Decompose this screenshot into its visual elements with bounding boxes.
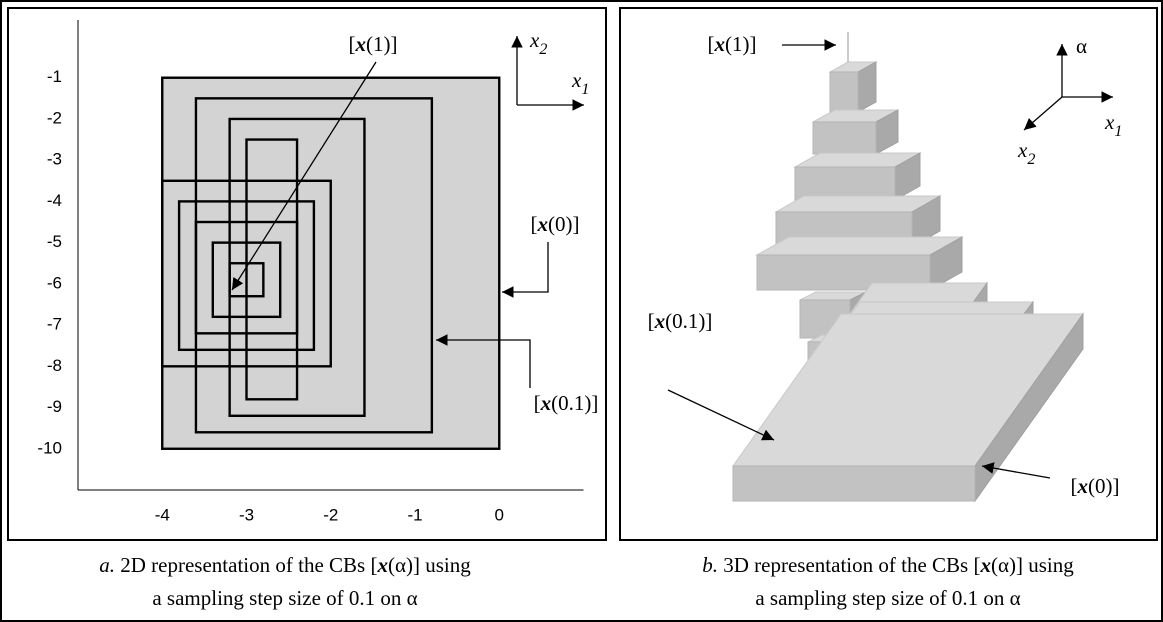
axis-arrow-d (1023, 96, 1063, 131)
block-front (732, 465, 976, 502)
box (161, 179, 332, 368)
y-tick-label: -8 (47, 356, 62, 375)
label-x01-part: x (654, 309, 666, 333)
caption-b-2: a sampling step size of 0.1 on α (755, 586, 1020, 610)
axis-label-h: x1 (1104, 110, 1122, 140)
label-x1-part: [ (349, 32, 356, 56)
box (228, 262, 265, 298)
caption-b-1-part: x (979, 553, 991, 577)
caption-b-1-part: (α)] using (991, 553, 1074, 577)
x-tick-label: -4 (155, 505, 170, 524)
block-front (829, 71, 859, 113)
axis-label-d-part: 2 (1027, 151, 1035, 168)
caption-a-1-part: 2D representation of the CBs [ (115, 553, 377, 577)
label-x01-part: (0.1)] (551, 391, 598, 415)
label-x0-part: [ (1071, 474, 1078, 498)
y-tick-label: -3 (47, 150, 62, 169)
panel-a: -4 -3 -2 -1 0-1-2-3-4-5-6-7-8-9-10[x(1)][x(0… (37, 20, 598, 610)
box (211, 241, 282, 319)
x-tick-label: 0 (495, 505, 504, 524)
label-x01-part: (0.1)] (665, 309, 712, 333)
label-x01-part: [ (534, 391, 541, 415)
box (177, 200, 316, 352)
label-x01: [x(0.1)] (534, 391, 599, 415)
axis-label-v: x2 (529, 28, 547, 58)
axis-label-h-part: x (1104, 110, 1115, 134)
y-tick-label: -2 (47, 108, 62, 127)
axis-label-d: x2 (1017, 138, 1035, 168)
axis-label-h-part: 1 (1114, 123, 1122, 140)
axis-label-h-part: 1 (581, 81, 589, 98)
y-tick-label: -6 (47, 273, 62, 292)
caption-b-1: b. 3D representation of the CBs [x(α)] u… (702, 553, 1074, 577)
label-x01: [x(0.1)] (648, 309, 713, 333)
label-x1: [x(1)] (349, 32, 398, 56)
label-x1-part: x (714, 32, 726, 56)
caption-b-1-part: b. (702, 553, 718, 577)
label-x0-part: (0)] (548, 212, 579, 236)
label-x0-part: x (537, 212, 549, 236)
box (194, 220, 299, 335)
label-x01-part: x (540, 391, 552, 415)
arrow-x0 (502, 242, 549, 298)
x-tick-label: -2 (323, 505, 338, 524)
label-x1-part: [ (708, 32, 715, 56)
label-x1-part: (1)] (366, 32, 397, 56)
axis-label-h-part: x (571, 68, 582, 92)
label-x1-part: x (355, 32, 367, 56)
y-tick-label: -10 (37, 438, 62, 457)
axis-label-v-part: 2 (539, 41, 547, 58)
block-front (812, 121, 877, 155)
arrow-x1 (231, 61, 377, 291)
arrow-x0 (981, 462, 1051, 479)
x-tick-label: -3 (239, 505, 254, 524)
x-tick-label: -1 (407, 505, 422, 524)
axis-label-up: α (1076, 34, 1087, 58)
caption-a-2-part: a sampling step size of 0.1 on α (152, 586, 417, 610)
label-x0: [x(0)] (531, 212, 580, 236)
label-x0: [x(0)] (1071, 474, 1120, 498)
label-x1-part: (1)] (725, 32, 756, 56)
caption-a-2: a sampling step size of 0.1 on α (152, 586, 417, 610)
block-top (755, 236, 964, 256)
label-x0-part: x (1077, 474, 1089, 498)
y-tick-label: -7 (47, 315, 62, 334)
axis-label-d-part: x (1017, 138, 1028, 162)
y-tick-label: -5 (47, 232, 62, 251)
caption-a-1-part: a. (99, 553, 115, 577)
caption-b-1-part: 3D representation of the CBs [ (718, 553, 980, 577)
panel-a-frame (7, 7, 607, 541)
label-x0-part: [ (531, 212, 538, 236)
caption-a-1-part: (α)] using (388, 553, 471, 577)
block-front (794, 166, 896, 201)
arrow-x01 (436, 334, 531, 388)
axis-label-h: x1 (571, 68, 589, 98)
caption-a-1-part: x (376, 553, 388, 577)
caption-a-1: a. 2D representation of the CBs [x(α)] u… (99, 553, 471, 577)
caption-b-2-part: a sampling step size of 0.1 on α (755, 586, 1020, 610)
y-tick-label: -1 (47, 67, 62, 86)
label-x01-part: [ (648, 309, 655, 333)
axis-label-v-part: x (529, 28, 540, 52)
y-tick-label: -4 (47, 191, 62, 210)
y-tick-label: -9 (47, 397, 62, 416)
panel-b-frame (619, 7, 1158, 541)
arrow-x01 (667, 389, 775, 441)
label-x1: [x(1)] (708, 32, 757, 56)
label-x0-part: (0)] (1088, 474, 1119, 498)
